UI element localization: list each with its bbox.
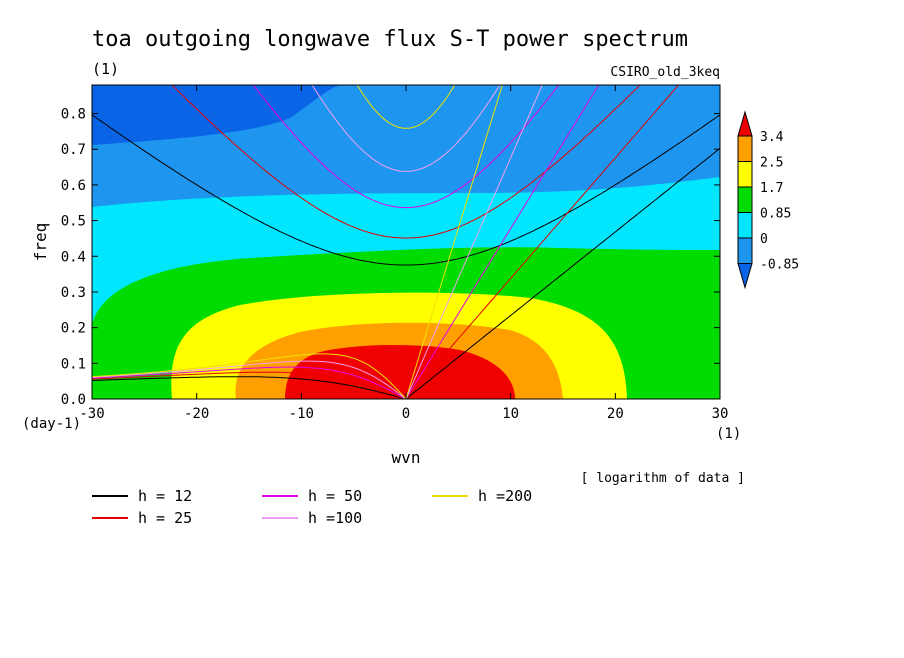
chart-subtitle-left: (1) [92,60,119,78]
colorbar-label: 0 [760,232,768,247]
legend-label: h = 25 [138,509,192,527]
colorbar-box [737,212,753,239]
dispersion-rossby-h200 [92,353,407,399]
dispersion-kelvin-h100 [405,85,543,399]
y-unit-label: (day-1) [22,416,81,432]
colorbar-label: -0.85 [760,258,799,273]
x-tick-label: 20 [607,406,624,422]
y-tick-label: 0.1 [61,356,86,372]
x-tick-label: -20 [184,406,209,422]
legend-label: h = 50 [308,487,362,505]
dispersion-ig-h12 [92,114,720,266]
y-tick-label: 0.7 [61,142,86,158]
dispersion-rossby-h100 [92,360,407,399]
x-tick-label: -30 [79,406,104,422]
dispersion-ig-h100 [311,85,501,172]
legend: h = 12 h = 25 h = 50 h =100 h =200 [92,487,532,527]
dispersion-kelvin-h200 [405,85,503,399]
colorbar-bottom-arrow [737,263,753,290]
y-axis: 0.0 0.1 0.2 0.3 0.4 0.5 0.6 0.7 0.8 [61,107,720,408]
plot-area [92,85,720,399]
x-unit-label: (1) [716,426,741,442]
y-axis-label: freq [31,223,50,262]
colorbar-label: 1.7 [760,181,783,196]
dispersion-ig-h25 [171,85,641,239]
dispersion-kelvin-h50 [405,85,600,399]
colorbar-box [737,135,753,162]
y-tick-label: 0.4 [61,249,86,265]
chart-title: toa outgoing longwave flux S-T power spe… [92,27,688,52]
dispersion-curves [92,85,720,399]
dispersion-rossby-h50 [92,366,407,399]
x-axis-label: wvn [392,448,421,467]
legend-label: h =100 [308,509,362,527]
y-tick-label: 0.8 [61,107,86,123]
colorbar-box [737,237,753,264]
dispersion-kelvin-h25 [405,85,680,399]
chart-subtitle-right: CSIRO_old_3keq [610,65,720,80]
x-tick-label: 30 [712,406,729,422]
dispersion-kelvin-h12 [405,147,720,399]
colorbar: 3.4 2.5 1.7 0.85 0 -0.85 [737,110,799,290]
dispersion-rossby-h25 [92,371,407,399]
colorbar-label: 0.85 [760,207,791,222]
y-tick-label: 0.5 [61,214,86,230]
y-tick-label: 0.0 [61,392,86,408]
colorbar-box [737,186,753,213]
dispersion-ig-h200 [356,85,456,129]
x-tick-label: -10 [289,406,314,422]
colorbar-label: 3.4 [760,130,784,145]
y-tick-label: 0.3 [61,285,86,301]
log-note: [ logarithm of data ] [581,471,745,486]
x-tick-label: 10 [502,406,519,422]
legend-label: h = 12 [138,487,192,505]
x-tick-label: 0 [402,406,410,422]
y-tick-label: 0.2 [61,321,86,337]
dispersion-ig-h50 [252,85,560,209]
y-tick-label: 0.6 [61,178,86,194]
colorbar-top-arrow [737,110,753,137]
dispersion-rossby-h12 [92,376,407,399]
legend-label: h =200 [478,487,532,505]
colorbar-box [737,161,753,188]
x-axis: -30 -20 -10 0 10 20 30 [79,85,728,422]
colorbar-label: 2.5 [760,156,783,171]
